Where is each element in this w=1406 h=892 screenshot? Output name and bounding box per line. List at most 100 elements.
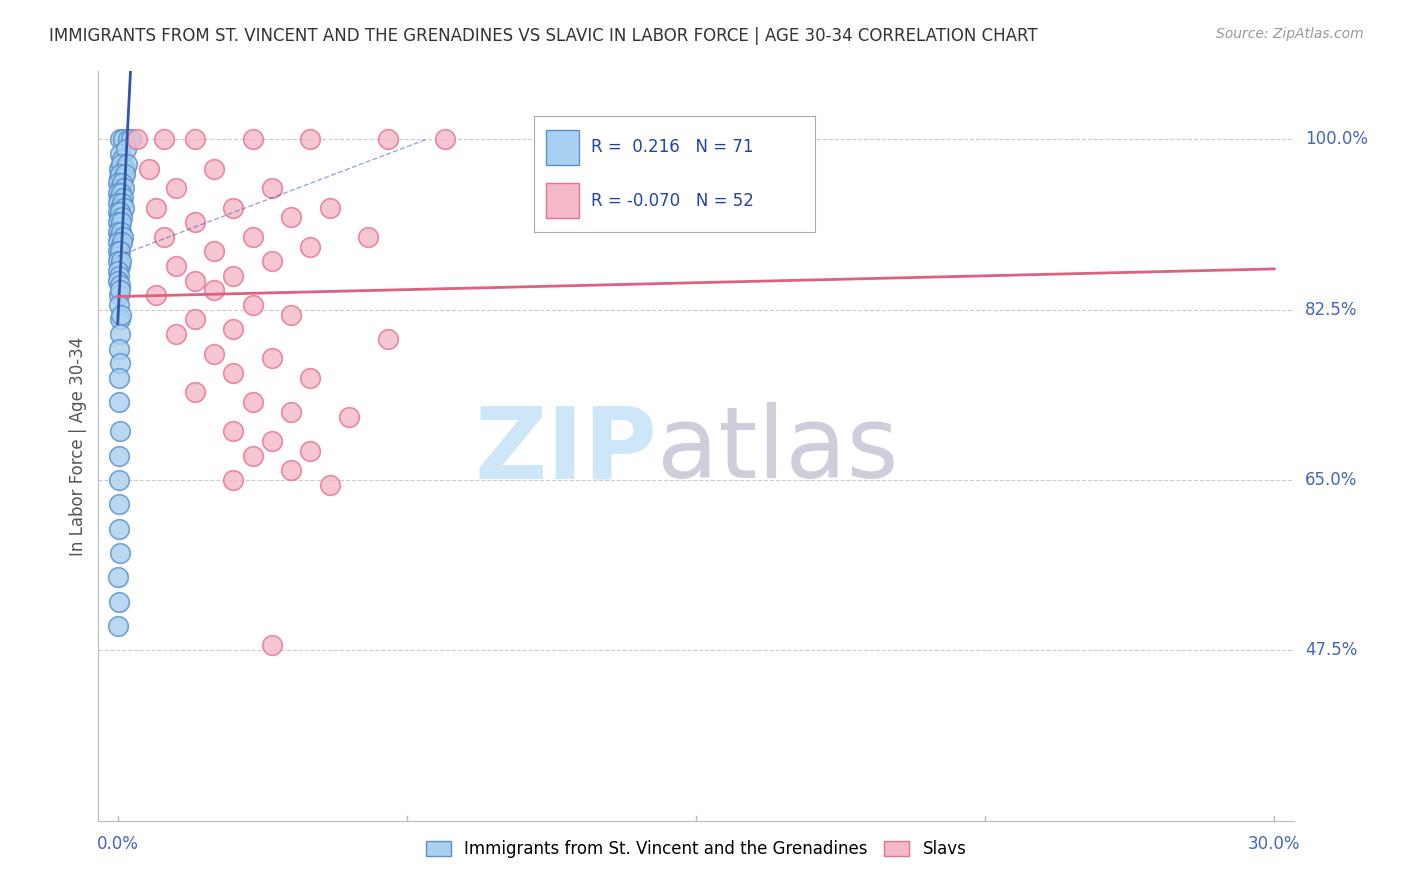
Point xyxy=(108,268,131,283)
Point xyxy=(260,254,283,268)
Point xyxy=(377,332,399,346)
Point xyxy=(110,215,132,229)
Point xyxy=(108,342,131,356)
Point xyxy=(222,366,245,380)
Text: 65.0%: 65.0% xyxy=(1305,471,1357,489)
Point xyxy=(110,254,132,268)
Point xyxy=(108,239,131,253)
Point xyxy=(108,395,131,409)
Point xyxy=(202,283,225,297)
Point xyxy=(108,327,131,342)
Point xyxy=(125,132,148,146)
Point xyxy=(242,449,264,463)
Point xyxy=(110,225,132,239)
Point xyxy=(202,346,225,360)
Point xyxy=(107,264,129,278)
Point xyxy=(299,239,322,253)
Point xyxy=(280,211,302,225)
Point xyxy=(110,167,132,181)
Point xyxy=(108,449,131,463)
Point xyxy=(107,186,129,200)
Point xyxy=(108,288,131,302)
Point xyxy=(280,463,302,477)
Point xyxy=(107,176,129,190)
Point xyxy=(107,205,129,219)
Point xyxy=(108,356,131,370)
Y-axis label: In Labor Force | Age 30-34: In Labor Force | Age 30-34 xyxy=(69,336,87,556)
Point xyxy=(111,176,134,190)
Point xyxy=(107,254,129,268)
Point xyxy=(110,195,132,210)
Point xyxy=(112,171,135,186)
Text: R = -0.070   N = 52: R = -0.070 N = 52 xyxy=(591,192,754,210)
Point xyxy=(685,132,707,146)
Point xyxy=(108,171,131,186)
Point xyxy=(222,473,245,487)
Point xyxy=(242,132,264,146)
Point xyxy=(377,132,399,146)
Point xyxy=(299,132,322,146)
Point xyxy=(110,308,132,322)
Point xyxy=(114,167,136,181)
Point xyxy=(108,522,131,536)
Point xyxy=(110,205,132,219)
Point xyxy=(260,434,283,449)
Point xyxy=(260,639,283,653)
Point xyxy=(280,405,302,419)
Point xyxy=(108,211,131,225)
Point xyxy=(108,595,131,609)
Text: 100.0%: 100.0% xyxy=(1305,130,1368,148)
Point xyxy=(111,191,134,205)
Point xyxy=(110,283,132,297)
Point xyxy=(115,142,138,156)
Point xyxy=(222,268,245,283)
FancyBboxPatch shape xyxy=(546,130,579,165)
Point xyxy=(242,229,264,244)
Point xyxy=(242,298,264,312)
Point xyxy=(112,201,135,215)
Point xyxy=(110,157,132,171)
Text: 47.5%: 47.5% xyxy=(1305,641,1357,659)
Point xyxy=(145,288,167,302)
Point xyxy=(107,274,129,288)
Point xyxy=(337,409,360,424)
Text: 82.5%: 82.5% xyxy=(1305,301,1358,318)
Point xyxy=(319,201,342,215)
Legend: Immigrants from St. Vincent and the Grenadines, Slavs: Immigrants from St. Vincent and the Gren… xyxy=(419,833,973,864)
Point xyxy=(165,327,187,342)
Point xyxy=(114,161,136,176)
Point xyxy=(107,235,129,249)
Point xyxy=(108,546,131,560)
Point xyxy=(108,132,131,146)
Point xyxy=(319,478,342,492)
Point xyxy=(107,619,129,633)
Point xyxy=(108,473,131,487)
Point xyxy=(108,147,131,161)
Point xyxy=(165,181,187,195)
Point xyxy=(117,157,139,171)
Point xyxy=(108,312,131,326)
Point xyxy=(202,244,225,259)
Text: Source: ZipAtlas.com: Source: ZipAtlas.com xyxy=(1216,27,1364,41)
Point xyxy=(108,181,131,195)
Point xyxy=(108,298,131,312)
Point xyxy=(107,570,129,584)
Point xyxy=(111,152,134,166)
Point xyxy=(107,215,129,229)
Text: ZIP: ZIP xyxy=(475,402,658,500)
Point xyxy=(184,132,207,146)
Point xyxy=(153,132,176,146)
Point xyxy=(120,132,142,146)
Point xyxy=(242,395,264,409)
Text: IMMIGRANTS FROM ST. VINCENT AND THE GRENADINES VS SLAVIC IN LABOR FORCE | AGE 30: IMMIGRANTS FROM ST. VINCENT AND THE GREN… xyxy=(49,27,1038,45)
Point xyxy=(107,225,129,239)
Point xyxy=(184,385,207,400)
Point xyxy=(107,195,129,210)
Point xyxy=(222,201,245,215)
Point xyxy=(165,259,187,273)
Text: atlas: atlas xyxy=(658,402,898,500)
Point xyxy=(108,191,131,205)
Point xyxy=(111,211,134,225)
Point xyxy=(110,244,132,259)
Point xyxy=(138,161,160,176)
